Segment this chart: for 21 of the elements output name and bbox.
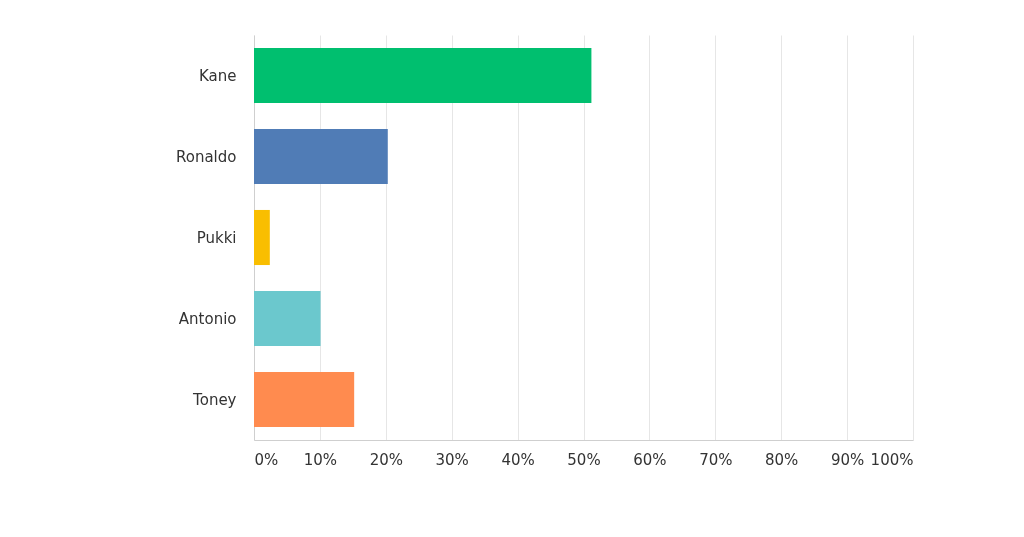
x-tick-label: 40%: [501, 450, 535, 469]
x-tick-label: 90%: [830, 450, 865, 469]
y-tick-label: Antonio: [178, 309, 237, 328]
x-tick-label: 30%: [435, 450, 469, 469]
x-tick-label: 50%: [567, 450, 601, 469]
x-tick-label: 80%: [765, 450, 799, 469]
y-tick-label: Kane: [199, 66, 237, 85]
bar: [254, 128, 388, 185]
x-tick-label: 100%: [870, 450, 914, 469]
x-tick-label: 10%: [303, 450, 338, 469]
bar: [254, 371, 355, 428]
bar: [254, 47, 592, 104]
bar: [254, 209, 270, 266]
x-tick-label: 20%: [369, 450, 403, 469]
x-tick-label: 60%: [633, 450, 667, 469]
bar: [254, 290, 321, 347]
y-tick-label: Pukki: [196, 228, 237, 247]
x-tick-label: 0%: [254, 450, 279, 469]
y-tick-label: Ronaldo: [176, 147, 237, 166]
x-tick-label: 70%: [699, 450, 733, 469]
y-tick-label: Toney: [192, 390, 237, 409]
